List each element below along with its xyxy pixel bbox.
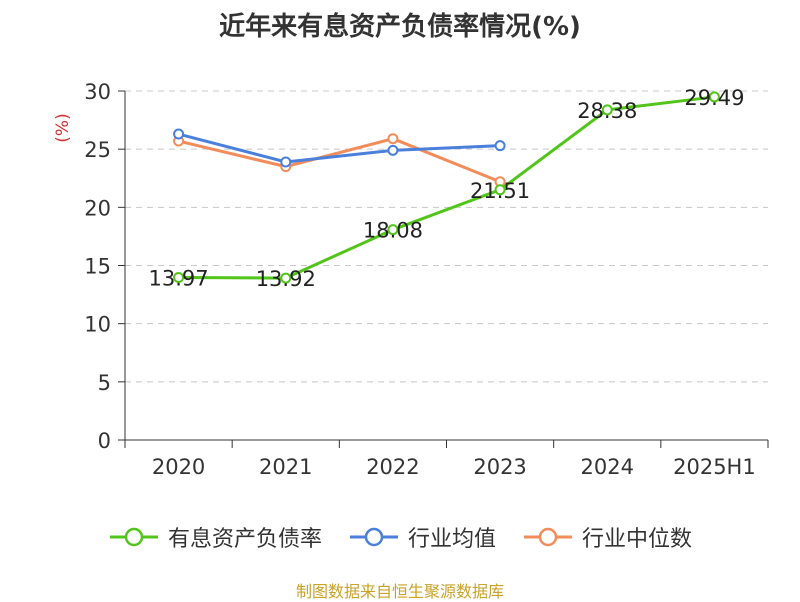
data-point <box>387 144 399 156</box>
legend-label: 行业均值 <box>407 527 496 552</box>
y-tick-label: 20 <box>84 196 111 220</box>
y-tick-label: 30 <box>84 80 111 104</box>
legend-marker-icon <box>524 527 572 547</box>
y-tick-label: 25 <box>84 138 111 162</box>
y-axis-label: (%) <box>53 113 73 142</box>
series-line <box>178 137 501 184</box>
legend-item[interactable]: 行业中位数 <box>522 521 692 553</box>
legend-marker-icon <box>349 527 398 547</box>
legend-label: 有息资产负债率 <box>167 527 322 552</box>
y-tick-label: 10 <box>84 313 111 337</box>
legend-item[interactable]: 有息资产负债率 <box>108 521 322 553</box>
source-note: 制图数据来自恒生聚源数据库 <box>295 582 504 601</box>
data-label: 18.08 <box>363 219 423 243</box>
data-point <box>173 128 185 140</box>
x-tick-label: 2023 <box>473 455 526 479</box>
legend-item[interactable]: 行业均值 <box>348 521 496 553</box>
data-point <box>387 133 399 145</box>
data-label: 13.92 <box>256 267 316 291</box>
legend-label: 行业中位数 <box>582 527 693 552</box>
data-label: 29.49 <box>684 86 744 110</box>
data-point <box>494 140 506 152</box>
series-line <box>178 132 501 164</box>
data-point <box>280 156 292 168</box>
data-label: 13.97 <box>149 266 209 290</box>
data-point <box>708 91 720 103</box>
data-point <box>280 272 292 284</box>
legend: 有息资产负债率 行业均值 行业中位数 <box>0 520 800 554</box>
data-point <box>494 184 506 196</box>
data-point <box>173 271 185 283</box>
x-tick-label: 2022 <box>366 455 419 479</box>
y-tick-label: 15 <box>84 255 111 279</box>
data-point <box>601 104 613 116</box>
x-tick-label: 2025H1 <box>673 455 756 479</box>
x-tick-label: 2021 <box>259 455 312 479</box>
x-tick-label: 2020 <box>152 455 205 479</box>
legend-marker-icon <box>109 527 158 547</box>
y-tick-label: 0 <box>98 429 111 453</box>
y-tick-label: 5 <box>98 371 111 395</box>
series-line <box>178 95 715 280</box>
x-tick-label: 2024 <box>581 455 634 479</box>
data-label: 21.51 <box>470 179 530 203</box>
data-label: 28.38 <box>577 99 637 123</box>
data-point <box>387 224 399 236</box>
chart-title: 近年来有息资产负债率情况(%) <box>219 12 581 42</box>
